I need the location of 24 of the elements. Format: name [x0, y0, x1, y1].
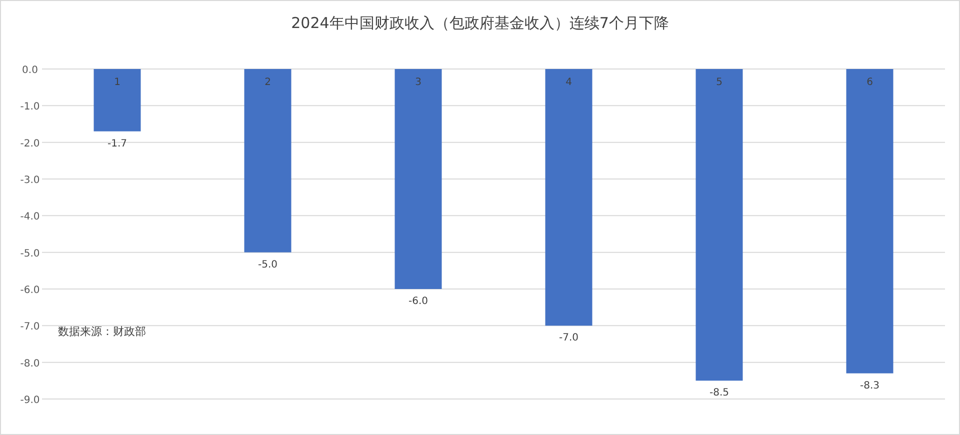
x-tick-label: 2: [264, 77, 271, 88]
data-label: -5.0: [258, 259, 278, 270]
data-label: -8.3: [860, 380, 880, 392]
y-tick-label: -2.0: [20, 138, 40, 150]
y-tick-label: -1.0: [20, 102, 40, 113]
x-tick-label: 4: [566, 77, 572, 88]
y-tick-label: -9.0: [20, 395, 40, 406]
annotation: 数据来源：财政部: [58, 325, 146, 338]
y-tick-label: -6.0: [20, 285, 40, 296]
y-tick-label: -4.0: [20, 212, 40, 223]
data-label: -6.0: [408, 296, 428, 307]
x-tick-label: 1: [114, 77, 120, 88]
x-tick-label: 5: [716, 77, 722, 88]
y-tick-label: -3.0: [20, 175, 40, 186]
y-tick-label: 0.0: [22, 65, 38, 76]
chart-title: 2024年中国财政收入（包政府基金收入）连续7个月下降: [291, 14, 669, 32]
y-tick-label: -7.0: [20, 322, 40, 333]
data-label: -7.0: [558, 332, 579, 344]
y-tick-label: -5.0: [20, 248, 40, 260]
data-label: -1.7: [107, 138, 128, 150]
data-label: -8.5: [709, 388, 730, 399]
x-tick-label: 3: [415, 77, 422, 88]
y-tick-label: -8.0: [20, 358, 40, 370]
x-tick-label: 6: [866, 77, 873, 88]
